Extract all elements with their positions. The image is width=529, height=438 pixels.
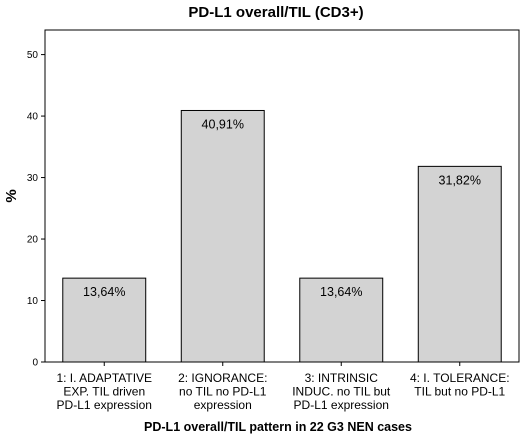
chart-title: PD-L1 overall/TIL (CD3+) — [188, 4, 363, 21]
x-category-label: no TIL no PD-L1 — [179, 385, 267, 399]
x-category-label: PD-L1 expression — [294, 398, 389, 412]
bar-data-label: 13,64% — [320, 285, 362, 299]
y-tick-label: 30 — [27, 173, 39, 184]
y-tick-label: 0 — [32, 358, 38, 369]
bar — [62, 277, 147, 363]
bars: 13,64% 40,91% 13,64% 31,82% — [62, 109, 502, 363]
x-category-label: INDUC. no TIL but — [292, 385, 391, 399]
x-category-label: expression — [194, 398, 252, 412]
x-category-label: PD-L1 expression — [57, 398, 152, 412]
y-axis: 0 10 20 30 40 50 — [27, 50, 45, 369]
bar-data-label: 40,91% — [202, 117, 244, 131]
x-category-label: EXP. TIL driven — [63, 385, 145, 399]
bar — [299, 277, 384, 363]
bar — [180, 109, 265, 363]
x-axis-label: PD-L1 overall/TIL pattern in 22 G3 NEN c… — [144, 420, 412, 434]
x-category-label: TIL but no PD-L1 — [414, 385, 505, 399]
bar — [417, 165, 502, 363]
y-tick-label: 40 — [27, 112, 39, 123]
x-category-label: 4: I. TOLERANCE: — [410, 371, 510, 385]
y-axis-label: % — [3, 189, 20, 202]
y-tick-label: 20 — [27, 235, 39, 246]
x-category-label: 2: IGNORANCE: — [178, 371, 267, 385]
bar-data-label: 13,64% — [83, 285, 125, 299]
x-category-label: 1: I. ADAPTATIVE — [56, 371, 152, 385]
bar-data-label: 31,82% — [439, 173, 481, 187]
y-tick-label: 10 — [27, 296, 39, 307]
x-category-label: 3: INTRINSIC — [305, 371, 379, 385]
y-tick-label: 50 — [27, 50, 39, 61]
